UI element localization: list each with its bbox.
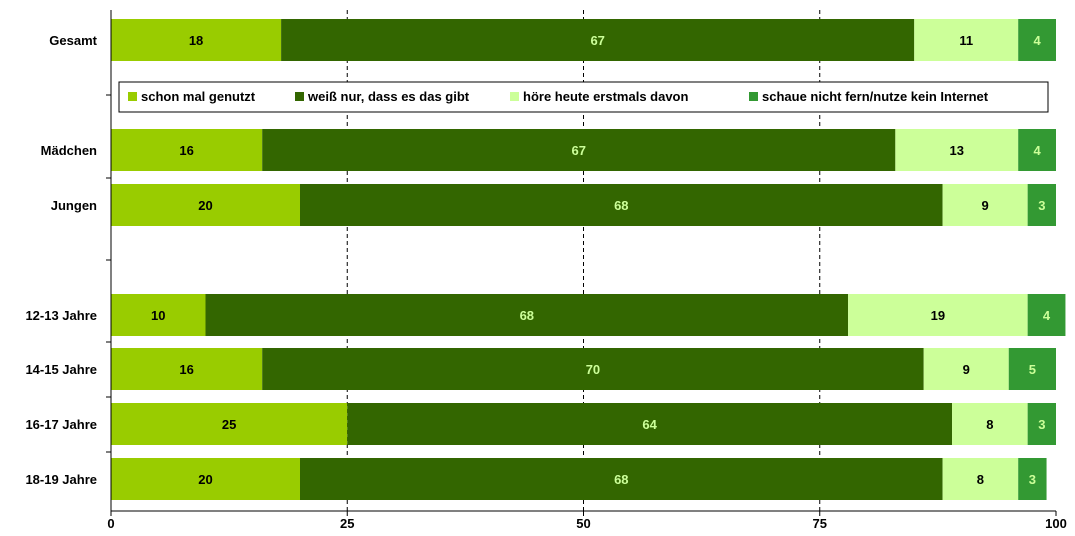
x-tick-label-100: 100 [1045, 516, 1067, 531]
bar-16-17-jahre-hoere-heute-erstmals-davon [952, 403, 1028, 445]
legend-swatch-schaue-nicht-fern-nutze-kein-internet [749, 92, 758, 101]
legend-label-schaue-nicht-fern-nutze-kein-internet: schaue nicht fern/nutze kein Internet [762, 89, 989, 104]
value-label-16-17-jahre-schon-mal-genutzt: 25 [222, 417, 236, 432]
bar-jungen-schaue-nicht-fern-nutze-kein-internet [1027, 184, 1056, 226]
bar-18-19-jahre-schon-mal-genutzt [111, 458, 300, 500]
value-label-14-15-jahre-hoere-heute-erstmals-davon: 9 [963, 362, 970, 377]
x-tick-label-50: 50 [576, 516, 590, 531]
bar-gesamt-weiss-nur-dass-es-das-gibt [281, 19, 915, 61]
value-label-18-19-jahre-weiss-nur-dass-es-das-gibt: 68 [614, 472, 628, 487]
category-label-14-15-jahre: 14-15 Jahre [25, 362, 97, 377]
value-label-16-17-jahre-weiss-nur-dass-es-das-gibt: 64 [642, 417, 657, 432]
bar-18-19-jahre-hoere-heute-erstmals-davon [942, 458, 1019, 500]
value-label-14-15-jahre-schaue-nicht-fern-nutze-kein-internet: 5 [1029, 362, 1036, 377]
legend-swatch-weiss-nur-dass-es-das-gibt [295, 92, 304, 101]
category-label-jungen: Jungen [51, 198, 97, 213]
legend: schon mal genutzt weiß nur, dass es das g… [118, 81, 1049, 113]
value-label-jungen-schon-mal-genutzt: 20 [198, 198, 212, 213]
value-label-gesamt-weiss-nur-dass-es-das-gibt: 67 [590, 33, 604, 48]
bar-gesamt-schaue-nicht-fern-nutze-kein-internet [1018, 19, 1056, 61]
value-label-maedchen-weiss-nur-dass-es-das-gibt: 67 [572, 143, 586, 158]
bar-jungen-weiss-nur-dass-es-das-gibt [300, 184, 943, 226]
value-label-maedchen-hoere-heute-erstmals-davon: 13 [950, 143, 964, 158]
value-label-14-15-jahre-schon-mal-genutzt: 16 [179, 362, 193, 377]
value-label-12-13-jahre-schon-mal-genutzt: 10 [151, 308, 165, 323]
category-label-maedchen: Mädchen [41, 143, 97, 158]
x-tick-label-0: 0 [107, 516, 114, 531]
legend-swatch-schon-mal-genutzt [128, 92, 137, 101]
value-label-14-15-jahre-weiss-nur-dass-es-das-gibt: 70 [586, 362, 600, 377]
value-label-maedchen-schaue-nicht-fern-nutze-kein-internet: 4 [1033, 143, 1041, 158]
bar-18-19-jahre-schaue-nicht-fern-nutze-kein-internet [1018, 458, 1047, 500]
value-label-12-13-jahre-schaue-nicht-fern-nutze-kein-internet: 4 [1043, 308, 1051, 323]
legend-label-weiss-nur-dass-es-das-gibt: weiß nur, dass es das gibt [307, 89, 470, 104]
bar-12-13-jahre-weiss-nur-dass-es-das-gibt [205, 294, 849, 336]
bar-16-17-jahre-schaue-nicht-fern-nutze-kein-internet [1027, 403, 1056, 445]
bar-14-15-jahre-schon-mal-genutzt [111, 348, 263, 390]
value-label-maedchen-schon-mal-genutzt: 16 [179, 143, 193, 158]
bar-12-13-jahre-hoere-heute-erstmals-davon [848, 294, 1028, 336]
value-label-gesamt-schon-mal-genutzt: 18 [189, 33, 203, 48]
category-label-gesamt: Gesamt [49, 33, 97, 48]
bar-14-15-jahre-weiss-nur-dass-es-das-gibt [262, 348, 924, 390]
legend-box [118, 81, 1049, 113]
category-label-16-17-jahre: 16-17 Jahre [25, 417, 97, 432]
x-tick-label-25: 25 [340, 516, 354, 531]
bar-14-15-jahre-hoere-heute-erstmals-davon [923, 348, 1009, 390]
legend-label-hoere-heute-erstmals-davon: höre heute erstmals davon [523, 89, 688, 104]
category-labels: Gesamt Mädchen Jungen 12-13 Jahre 14-15 Jahr… [25, 33, 97, 487]
value-label-18-19-jahre-hoere-heute-erstmals-davon: 8 [977, 472, 984, 487]
bar-14-15-jahre-schaue-nicht-fern-nutze-kein-internet [1008, 348, 1056, 390]
value-label-16-17-jahre-hoere-heute-erstmals-davon: 8 [986, 417, 993, 432]
bar-12-13-jahre-schaue-nicht-fern-nutze-kein-internet [1027, 294, 1066, 336]
bar-maedchen-hoere-heute-erstmals-davon [895, 129, 1019, 171]
bar-16-17-jahre-weiss-nur-dass-es-das-gibt [347, 403, 953, 445]
bar-gesamt-schon-mal-genutzt [111, 19, 282, 61]
value-label-jungen-schaue-nicht-fern-nutze-kein-internet: 3 [1038, 198, 1045, 213]
legend-label-schon-mal-genutzt: schon mal genutzt [141, 89, 256, 104]
bar-jungen-schon-mal-genutzt [111, 184, 300, 226]
bar-jungen-hoere-heute-erstmals-davon [942, 184, 1028, 226]
x-axis: 0 25 50 75 100 [106, 10, 1067, 531]
bar-gesamt-hoere-heute-erstmals-davon [914, 19, 1019, 61]
legend-swatch-hoere-heute-erstmals-davon [510, 92, 519, 101]
bar-12-13-jahre-schon-mal-genutzt [111, 294, 206, 336]
value-label-18-19-jahre-schaue-nicht-fern-nutze-kein-internet: 3 [1029, 472, 1036, 487]
value-label-jungen-hoere-heute-erstmals-davon: 9 [982, 198, 989, 213]
bar-maedchen-schaue-nicht-fern-nutze-kein-internet [1018, 129, 1056, 171]
bar-16-17-jahre-schon-mal-genutzt [111, 403, 348, 445]
value-label-gesamt-schaue-nicht-fern-nutze-kein-internet: 4 [1033, 33, 1041, 48]
bars-layer: 18 67 11 4 16 67 13 4 20 68 9 3 10 68 19 4 16 70 9 5 25 64 8 3 2… [111, 19, 1066, 500]
category-label-12-13-jahre: 12-13 Jahre [25, 308, 97, 323]
category-label-18-19-jahre: 18-19 Jahre [25, 472, 97, 487]
value-label-16-17-jahre-schaue-nicht-fern-nutze-kein-internet: 3 [1038, 417, 1045, 432]
value-label-12-13-jahre-weiss-nur-dass-es-das-gibt: 68 [520, 308, 534, 323]
bar-maedchen-weiss-nur-dass-es-das-gibt [262, 129, 896, 171]
bar-18-19-jahre-weiss-nur-dass-es-das-gibt [300, 458, 943, 500]
value-label-gesamt-hoere-heute-erstmals-davon: 11 [959, 33, 973, 48]
value-label-12-13-jahre-hoere-heute-erstmals-davon: 19 [931, 308, 945, 323]
bar-maedchen-schon-mal-genutzt [111, 129, 263, 171]
value-label-jungen-weiss-nur-dass-es-das-gibt: 68 [614, 198, 628, 213]
value-label-18-19-jahre-schon-mal-genutzt: 20 [198, 472, 212, 487]
x-tick-label-75: 75 [813, 516, 827, 531]
